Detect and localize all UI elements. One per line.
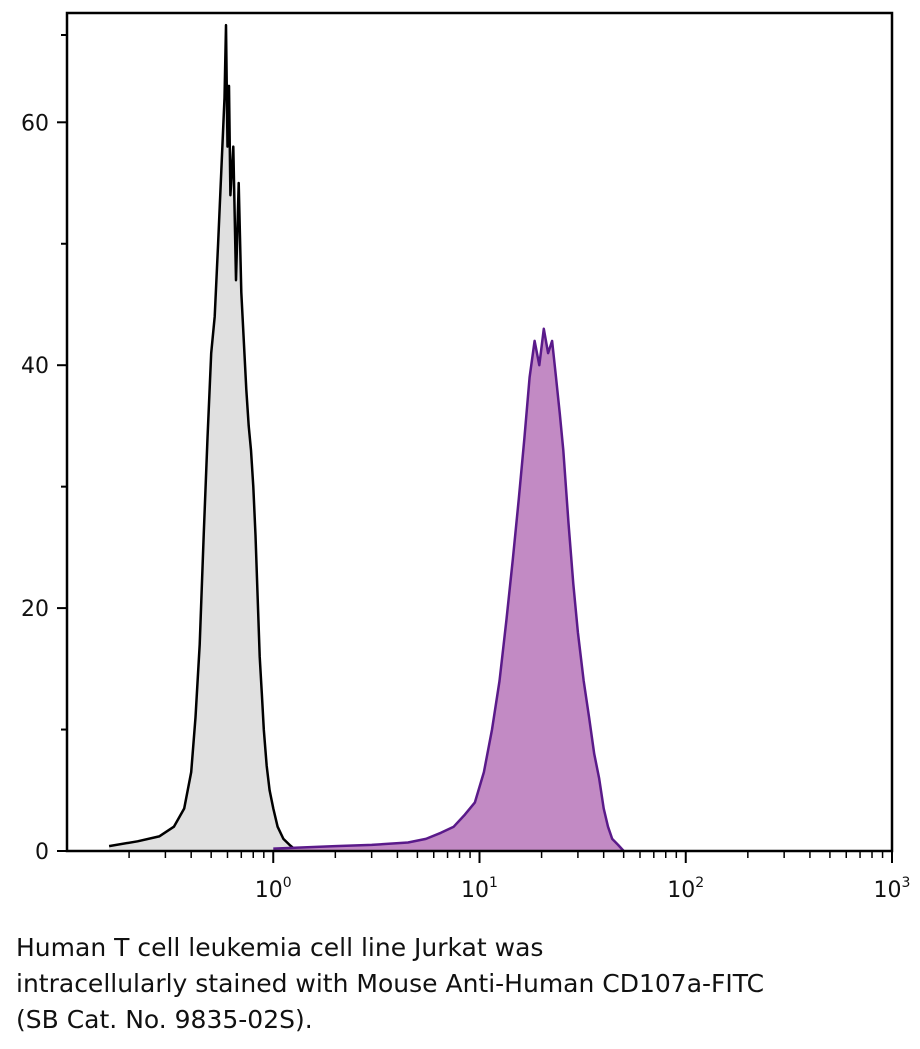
caption-line-2: intracellularly stained with Mouse Anti-… [16,969,765,998]
figure-caption: Human T cell leukemia cell line Jurkat w… [16,930,906,1038]
histogram-chart: 0 20 40 60 100 101 102 103 [21,11,911,903]
x-tick-label-100: 102 [667,875,704,903]
caption-line-1: Human T cell leukemia cell line Jurkat w… [16,933,544,962]
y-tick-label-60: 60 [21,111,49,136]
caption-line-3: (SB Cat. No. 9835-02S). [16,1005,313,1034]
series-2-line [273,327,625,852]
series-1-line [108,23,298,852]
x-tick-label-1000: 103 [874,875,911,903]
y-tick-label-40: 40 [21,354,49,379]
series-layer [108,23,625,852]
y-tick-label-0: 0 [35,840,49,865]
plot-frame [65,11,894,853]
x-tick-label-1: 100 [255,875,292,903]
x-tick-label-10: 101 [461,875,498,903]
y-tick-label-20: 20 [21,597,49,622]
axis-layer: 0 20 40 60 100 101 102 103 [21,34,911,903]
series-2-area [273,328,624,851]
series-1-area [109,25,297,852]
